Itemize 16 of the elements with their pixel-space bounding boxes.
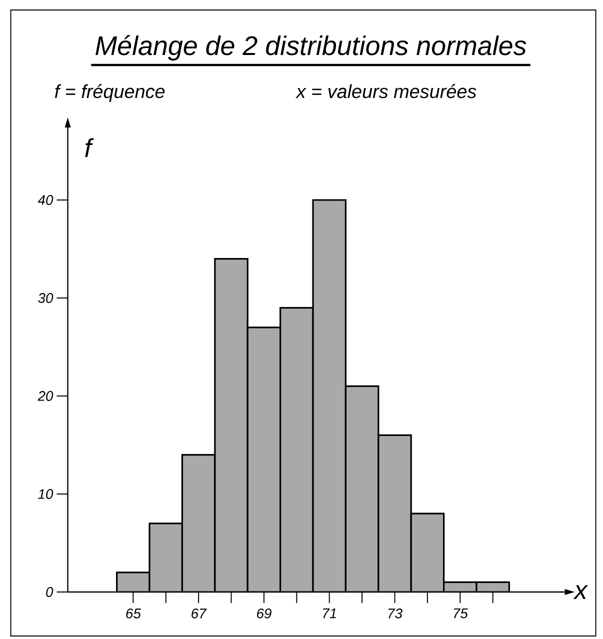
y-tick-label: 20 xyxy=(38,391,54,401)
y-tick-label: 40 xyxy=(38,195,54,205)
text: x = valeurs mesurées xyxy=(296,84,476,98)
y-axis-title: f xyxy=(85,138,94,157)
x-tick-label: 75 xyxy=(454,608,468,618)
y-tick-label: 30 xyxy=(38,293,54,303)
y-tick-label: 0 xyxy=(46,587,54,597)
x-axis-title: x xyxy=(573,585,588,599)
x-tick-label: 71 xyxy=(323,608,336,618)
x-tick-label: 67 xyxy=(192,608,207,618)
y-tick-label: 10 xyxy=(38,489,54,499)
x-tick-label: 73 xyxy=(388,608,402,618)
text: f = fréquence xyxy=(55,84,165,102)
x-tick-label: 69 xyxy=(257,608,272,618)
chart-title: Mélange de 2 distributions normales xyxy=(96,35,526,61)
x-tick-label: 65 xyxy=(126,608,142,618)
